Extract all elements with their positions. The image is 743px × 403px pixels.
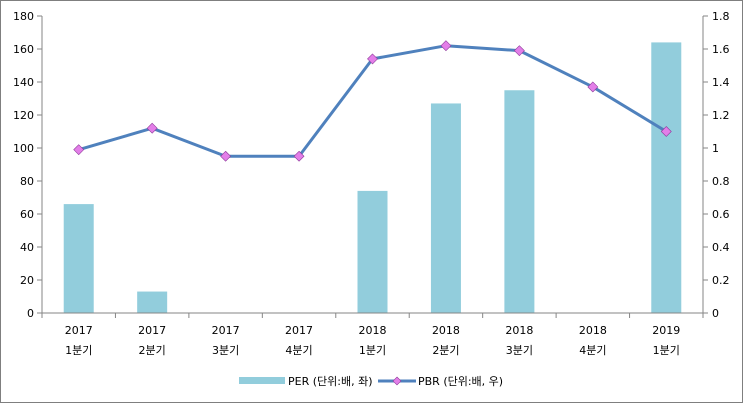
left-axis-tick-label: 20	[20, 274, 34, 287]
legend: PER (단위:배, 좌) PBR (단위:배, 우)	[239, 375, 503, 388]
pbr-marker	[220, 150, 232, 162]
x-axis-quarter-label: 1분기	[65, 344, 92, 357]
right-axis-tick-label: 0.2	[712, 274, 730, 287]
legend-pbr-marker	[392, 376, 402, 386]
right-axis: 0 0.2 0.4 0.6 0.8 1 1.2 1.4 1.6 1.8	[702, 10, 730, 320]
right-axis-tick-label: 1.6	[712, 43, 730, 56]
pbr-marker	[293, 150, 305, 162]
x-axis-year-label: 2018	[579, 324, 607, 337]
x-axis-quarter-label: 1분기	[359, 344, 386, 357]
x-axis: 2017 1분기 2017 2분기 2017 3분기 2017 4분기 2018 1분기 2018 2…	[41, 312, 704, 357]
x-axis-year-label: 2018	[505, 324, 533, 337]
x-axis-year-label: 2017	[212, 324, 240, 337]
per-bar	[137, 291, 168, 313]
pbr-marker	[146, 122, 158, 134]
x-axis-quarter-label: 2분기	[139, 344, 166, 357]
left-axis-tick-label: 60	[20, 208, 34, 221]
pbr-marker	[587, 81, 599, 93]
left-axis-tick-label: 160	[13, 43, 34, 56]
pbr-marker	[513, 45, 525, 57]
left-axis-tick-label: 0	[27, 307, 34, 320]
x-axis-quarter-label: 4분기	[579, 344, 606, 357]
right-axis-tick-label: 1.2	[712, 109, 730, 122]
per-bar	[63, 204, 94, 313]
left-axis-tick-label: 140	[13, 76, 34, 89]
legend-per-label: PER (단위:배, 좌)	[288, 375, 373, 388]
pbr-marker	[440, 40, 452, 52]
right-axis-tick-label: 0.6	[712, 208, 730, 221]
per-bar	[504, 90, 535, 313]
x-axis-quarter-label: 3분기	[212, 344, 239, 357]
right-axis-tick-label: 1	[712, 142, 719, 155]
pbr-marker	[73, 144, 85, 156]
x-axis-year-label: 2018	[432, 324, 460, 337]
x-axis-year-label: 2017	[65, 324, 93, 337]
pbr-marker	[660, 126, 672, 137]
x-axis-year-label: 2018	[359, 324, 387, 337]
pbr-line-group	[73, 40, 672, 162]
left-axis-tick-label: 40	[20, 241, 34, 254]
per-bar	[357, 190, 388, 313]
right-axis-tick-label: 1.4	[712, 76, 730, 89]
x-axis-quarter-label: 4분기	[285, 344, 312, 357]
x-axis-year-label: 2019	[652, 324, 680, 337]
right-axis-tick-label: 0.8	[712, 175, 730, 188]
x-axis-year-label: 2017	[285, 324, 313, 337]
left-axis-tick-label: 120	[13, 109, 34, 122]
per-bar	[430, 103, 461, 313]
right-axis-tick-label: 1.8	[712, 10, 730, 23]
right-axis-tick-label: 0.4	[712, 241, 730, 254]
x-axis-quarter-label: 2분기	[432, 344, 459, 357]
left-axis-tick-label: 100	[13, 142, 34, 155]
right-axis-tick-label: 0	[712, 307, 719, 320]
left-axis: 0 20 40 60 80 100 120 140 160 180	[13, 10, 43, 320]
per-bar	[651, 42, 682, 314]
left-axis-tick-label: 180	[13, 10, 34, 23]
legend-pbr-label: PBR (단위:배, 우)	[418, 375, 503, 388]
legend-per-swatch	[239, 377, 285, 384]
per-bars	[63, 42, 682, 314]
left-axis-tick-label: 80	[20, 175, 34, 188]
x-axis-quarter-label: 1분기	[653, 344, 680, 357]
x-axis-quarter-label: 3분기	[506, 344, 533, 357]
pbr-marker	[367, 53, 378, 65]
x-axis-year-label: 2017	[138, 324, 166, 337]
